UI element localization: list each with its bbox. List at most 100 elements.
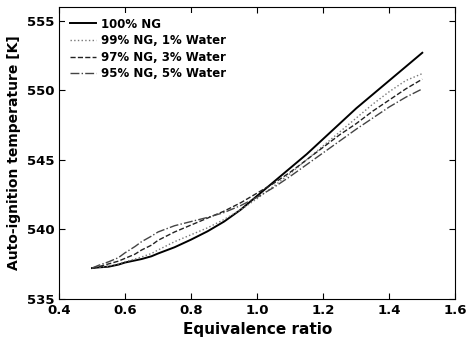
99% NG, 1% Water bbox=[205, 226, 210, 230]
97% NG, 3% Water bbox=[370, 109, 375, 113]
95% NG, 5% Water bbox=[132, 245, 138, 249]
95% NG, 5% Water bbox=[403, 95, 409, 99]
Line: 100% NG: 100% NG bbox=[92, 53, 422, 268]
95% NG, 5% Water bbox=[419, 87, 425, 91]
97% NG, 3% Water bbox=[238, 201, 244, 205]
95% NG, 5% Water bbox=[122, 251, 128, 255]
95% NG, 5% Water bbox=[370, 116, 375, 120]
97% NG, 3% Water bbox=[155, 238, 161, 243]
97% NG, 3% Water bbox=[337, 133, 343, 137]
100% NG bbox=[255, 194, 260, 198]
95% NG, 5% Water bbox=[320, 151, 326, 155]
95% NG, 5% Water bbox=[221, 211, 227, 215]
97% NG, 3% Water bbox=[304, 158, 310, 162]
99% NG, 1% Water bbox=[354, 116, 359, 120]
99% NG, 1% Water bbox=[403, 78, 409, 83]
100% NG bbox=[238, 208, 244, 212]
95% NG, 5% Water bbox=[106, 260, 111, 264]
99% NG, 1% Water bbox=[122, 260, 128, 264]
99% NG, 1% Water bbox=[96, 265, 101, 269]
X-axis label: Equivalence ratio: Equivalence ratio bbox=[182, 322, 332, 337]
97% NG, 3% Water bbox=[221, 209, 227, 213]
97% NG, 3% Water bbox=[116, 259, 121, 263]
97% NG, 3% Water bbox=[188, 223, 194, 227]
95% NG, 5% Water bbox=[287, 174, 293, 179]
100% NG bbox=[149, 254, 155, 258]
95% NG, 5% Water bbox=[354, 127, 359, 131]
Y-axis label: Auto-ignition temperature [K]: Auto-ignition temperature [K] bbox=[7, 35, 21, 270]
99% NG, 1% Water bbox=[139, 255, 145, 259]
100% NG bbox=[354, 106, 359, 110]
99% NG, 1% Water bbox=[89, 266, 95, 270]
Legend: 100% NG, 99% NG, 1% Water, 97% NG, 3% Water, 95% NG, 5% Water: 100% NG, 99% NG, 1% Water, 97% NG, 3% Wa… bbox=[65, 13, 231, 85]
97% NG, 3% Water bbox=[106, 262, 111, 266]
95% NG, 5% Water bbox=[89, 266, 95, 270]
100% NG bbox=[304, 152, 310, 156]
97% NG, 3% Water bbox=[403, 87, 409, 91]
100% NG bbox=[337, 121, 343, 126]
100% NG bbox=[122, 260, 128, 265]
100% NG bbox=[116, 262, 121, 267]
100% NG bbox=[132, 258, 138, 262]
Line: 97% NG, 3% Water: 97% NG, 3% Water bbox=[92, 79, 422, 268]
100% NG bbox=[155, 251, 161, 256]
99% NG, 1% Water bbox=[386, 89, 392, 94]
95% NG, 5% Water bbox=[238, 204, 244, 208]
100% NG bbox=[287, 166, 293, 170]
99% NG, 1% Water bbox=[155, 248, 161, 252]
95% NG, 5% Water bbox=[386, 105, 392, 109]
97% NG, 3% Water bbox=[205, 216, 210, 220]
100% NG bbox=[188, 238, 194, 242]
97% NG, 3% Water bbox=[172, 230, 177, 234]
95% NG, 5% Water bbox=[149, 234, 155, 238]
99% NG, 1% Water bbox=[188, 233, 194, 237]
99% NG, 1% Water bbox=[271, 184, 276, 188]
95% NG, 5% Water bbox=[205, 215, 210, 219]
95% NG, 5% Water bbox=[139, 240, 145, 244]
100% NG bbox=[403, 65, 409, 69]
97% NG, 3% Water bbox=[149, 243, 155, 247]
100% NG bbox=[96, 265, 101, 269]
95% NG, 5% Water bbox=[155, 230, 161, 234]
99% NG, 1% Water bbox=[370, 102, 375, 106]
95% NG, 5% Water bbox=[96, 263, 101, 267]
100% NG bbox=[106, 265, 111, 269]
99% NG, 1% Water bbox=[132, 257, 138, 261]
99% NG, 1% Water bbox=[238, 208, 244, 212]
99% NG, 1% Water bbox=[304, 158, 310, 162]
95% NG, 5% Water bbox=[255, 195, 260, 199]
99% NG, 1% Water bbox=[255, 196, 260, 201]
99% NG, 1% Water bbox=[320, 144, 326, 148]
100% NG bbox=[89, 266, 95, 270]
97% NG, 3% Water bbox=[271, 181, 276, 185]
100% NG bbox=[386, 78, 392, 83]
100% NG bbox=[221, 219, 227, 224]
99% NG, 1% Water bbox=[149, 251, 155, 256]
Line: 95% NG, 5% Water: 95% NG, 5% Water bbox=[92, 89, 422, 268]
97% NG, 3% Water bbox=[122, 256, 128, 260]
100% NG bbox=[320, 137, 326, 141]
99% NG, 1% Water bbox=[172, 240, 177, 244]
95% NG, 5% Water bbox=[271, 185, 276, 190]
99% NG, 1% Water bbox=[287, 172, 293, 176]
95% NG, 5% Water bbox=[188, 219, 194, 224]
97% NG, 3% Water bbox=[419, 77, 425, 81]
100% NG bbox=[419, 51, 425, 55]
99% NG, 1% Water bbox=[337, 130, 343, 134]
95% NG, 5% Water bbox=[116, 256, 121, 260]
97% NG, 3% Water bbox=[386, 98, 392, 102]
97% NG, 3% Water bbox=[255, 191, 260, 195]
97% NG, 3% Water bbox=[139, 248, 145, 252]
100% NG bbox=[172, 245, 177, 249]
95% NG, 5% Water bbox=[304, 162, 310, 166]
97% NG, 3% Water bbox=[320, 145, 326, 149]
99% NG, 1% Water bbox=[106, 264, 111, 268]
97% NG, 3% Water bbox=[96, 265, 101, 269]
100% NG bbox=[370, 93, 375, 97]
99% NG, 1% Water bbox=[116, 262, 121, 266]
97% NG, 3% Water bbox=[354, 121, 359, 126]
97% NG, 3% Water bbox=[132, 252, 138, 256]
100% NG bbox=[271, 180, 276, 184]
97% NG, 3% Water bbox=[287, 170, 293, 174]
100% NG bbox=[139, 257, 145, 261]
